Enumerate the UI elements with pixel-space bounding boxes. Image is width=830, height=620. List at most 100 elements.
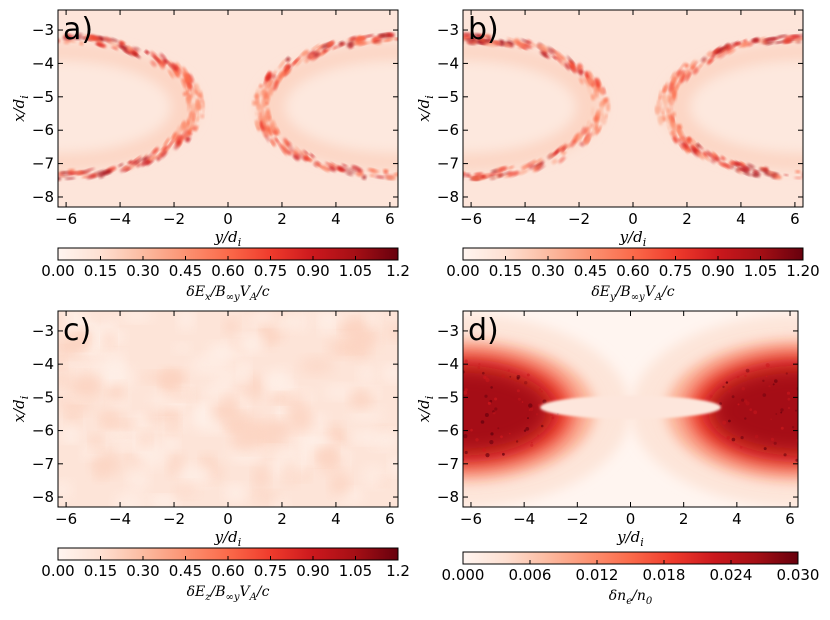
front-streak — [123, 166, 128, 170]
front-streak — [44, 174, 52, 179]
density-speckle — [726, 435, 731, 440]
density-speckle — [420, 379, 423, 382]
front-streak — [490, 169, 499, 173]
front-streak — [808, 175, 819, 180]
front-streak — [480, 41, 489, 46]
density-speckle — [451, 417, 453, 419]
colorbar-tick-label: 0.75 — [254, 562, 287, 580]
panel-0: −6 −4 −2 0 2 4 6 −3 −4 −5 −6 −7 −8 y/di x/di a) 0.00 0.15… — [10, 9, 410, 303]
density-speckle — [487, 401, 491, 405]
front-streak — [578, 132, 584, 142]
front-streak — [674, 70, 679, 76]
front-streak — [195, 82, 200, 93]
x-tick-label: −6 — [55, 210, 77, 228]
density-speckle — [787, 406, 791, 410]
front-streak — [554, 149, 560, 156]
colorbar-tick-label: 0.018 — [643, 566, 686, 584]
front-streak — [537, 43, 548, 52]
x-tick-label: 4 — [732, 510, 742, 528]
y-tick-label: −4 — [437, 355, 459, 373]
noise-blob — [322, 384, 359, 400]
x-tick-label: 0 — [223, 510, 233, 528]
front-streak — [383, 170, 388, 175]
front-streak — [702, 151, 708, 157]
density-speckle — [490, 386, 493, 389]
front-streak — [784, 173, 789, 177]
density-speckle — [525, 427, 530, 431]
front-streak — [119, 40, 125, 46]
x-tick-label: −6 — [55, 510, 77, 528]
front-streak — [81, 175, 89, 179]
front-streak — [535, 158, 543, 164]
density-speckle — [731, 395, 735, 399]
noise-blob — [127, 465, 150, 492]
panel-letter: c) — [63, 313, 91, 348]
noise-blob — [263, 418, 294, 440]
front-streak — [287, 149, 293, 156]
density-speckle — [420, 369, 424, 373]
density-speckle — [785, 372, 788, 375]
front-streak — [285, 68, 290, 73]
x-tick-label: 4 — [736, 210, 746, 228]
noise-blob — [114, 491, 145, 507]
noise-blob — [364, 311, 381, 328]
noise-blob — [299, 356, 335, 376]
density-speckle — [770, 437, 775, 441]
y-axis-label: x/di — [415, 95, 436, 122]
front-streak — [356, 35, 361, 39]
colorbar-tick-label: 0.30 — [126, 562, 159, 580]
density-speckle — [823, 397, 827, 401]
density-speckle — [432, 371, 435, 374]
front-streak — [661, 111, 665, 117]
front-streak — [145, 153, 153, 161]
panel-1: −6 −4 −2 0 2 4 6 −3 −4 −5 −6 −7 −8 y/di x/di b) 0.00 0.15… — [415, 9, 820, 303]
front-streak — [689, 145, 697, 155]
front-streak — [355, 171, 364, 177]
front-streak — [402, 40, 406, 45]
front-streak — [75, 170, 84, 174]
x-tick-label: 0 — [223, 210, 233, 228]
front-streak — [520, 38, 531, 44]
front-streak — [538, 160, 545, 166]
front-streak — [362, 174, 367, 180]
front-streak — [95, 42, 105, 47]
front-streak — [726, 47, 736, 55]
front-streak — [151, 147, 159, 155]
density-speckle — [791, 426, 795, 429]
density-speckle — [827, 378, 830, 382]
front-streak — [65, 33, 71, 38]
front-streak — [47, 176, 57, 180]
front-streak — [263, 92, 269, 99]
front-streak — [54, 171, 58, 173]
front-streak — [710, 158, 716, 164]
y-tick-label: −5 — [437, 388, 459, 406]
noise-blob — [207, 343, 237, 363]
density-speckle — [492, 410, 495, 413]
front-streak — [187, 127, 192, 137]
front-streak — [746, 163, 755, 169]
density-speckle — [740, 436, 744, 440]
front-streak — [803, 171, 813, 175]
density-speckle — [768, 385, 771, 388]
front-streak — [539, 51, 548, 58]
front-streak — [294, 57, 302, 67]
density-speckle — [436, 409, 440, 413]
colorbar-tick-label: 0.00 — [41, 562, 74, 580]
density-speckle — [423, 368, 426, 371]
front-streak — [127, 47, 133, 52]
front-streak — [671, 76, 676, 84]
front-streak — [531, 159, 537, 165]
y-tick-label: −8 — [32, 488, 54, 506]
y-axis-label: x/di — [10, 396, 31, 423]
front-streak — [675, 80, 680, 90]
density-speckle — [484, 413, 489, 417]
front-streak — [174, 140, 182, 150]
density-speckle — [731, 437, 736, 442]
density-speckle — [427, 431, 430, 434]
front-streak — [185, 136, 191, 143]
front-streak — [707, 151, 714, 159]
density-speckle — [551, 416, 555, 420]
front-streak — [673, 134, 677, 138]
x-tick-label: −4 — [109, 510, 131, 528]
front-streak — [196, 108, 199, 115]
